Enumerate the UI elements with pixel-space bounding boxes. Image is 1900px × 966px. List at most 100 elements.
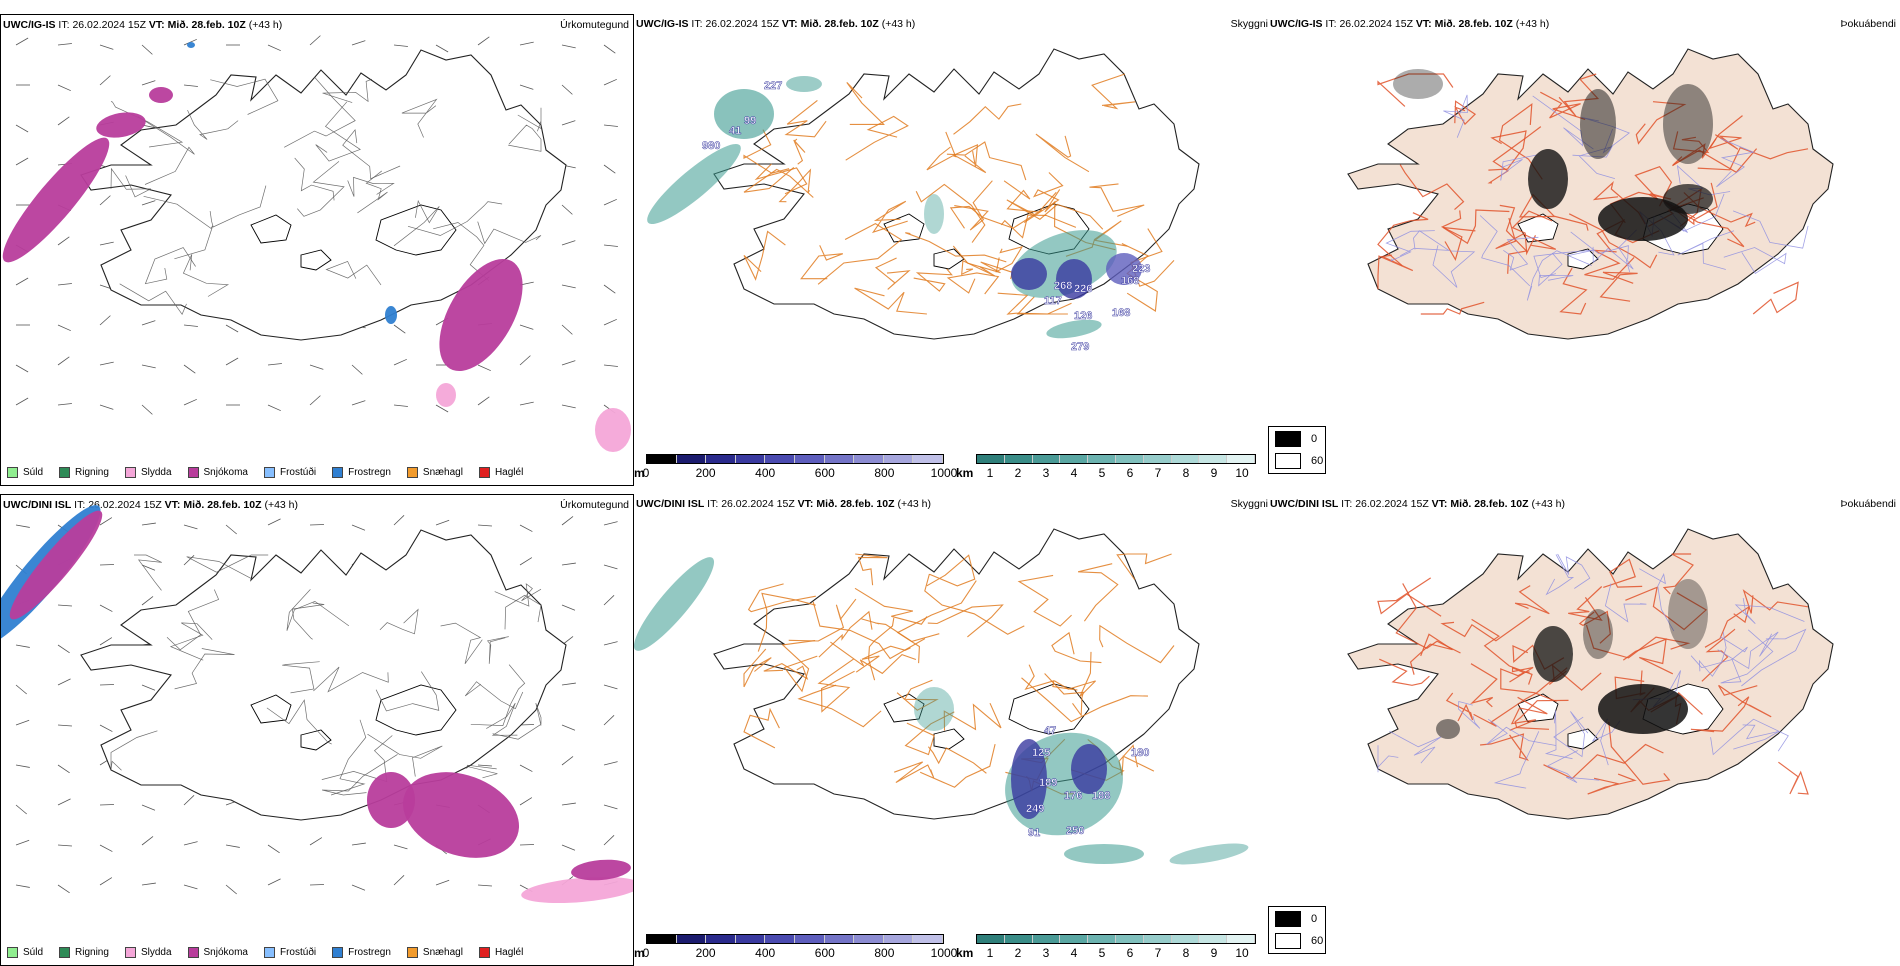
precip-area [595,408,631,452]
wind-barb [184,885,197,889]
colorbar-cell [1005,455,1033,463]
colorbar-tick: 1000 [931,466,958,480]
precip-area [634,549,723,659]
precip-area [385,306,397,324]
wind-barb [58,679,71,685]
colorbar-tick: 800 [874,946,894,960]
wind-barb [16,720,29,725]
colorbar-tick: 0 [643,466,650,480]
precip-legend-label: Haglél [495,947,523,958]
colorbar-cell [706,935,736,943]
precip-legend-item: Snjókoma [188,947,248,958]
precip-area [187,42,195,48]
wind-barb [604,805,617,809]
wind-barb [562,756,573,765]
wind-barb [58,885,70,893]
precip-legend-item: Slydda [125,467,172,478]
precip-swatch [59,467,70,478]
wind-barb [520,525,532,532]
colorbar-tick: 6 [1127,946,1134,960]
wind-barb [562,285,576,288]
wind-barb [520,325,533,329]
colorbar-cell [1227,935,1255,943]
precip-legend-item: Súld [7,947,43,958]
colorbar-tick: 4 [1071,466,1078,480]
fog-swatch [1275,911,1301,927]
colorbar-tick: 1 [987,466,994,480]
wind-barb [436,880,449,885]
wind-barb [100,45,113,49]
fog-area [1663,84,1713,164]
colorbar-cell [977,935,1005,943]
wind-barb [58,845,72,846]
fog-area [1663,184,1713,214]
wind-barb [142,405,152,414]
precip-legend-item: Snæhagl [407,947,463,958]
precip-legend-label: Slydda [141,467,172,478]
wind-barb [562,845,575,850]
precip-swatch [7,947,18,958]
precip-legend-label: Frostregn [348,947,391,958]
wind-barb [184,795,194,805]
colorbar-tick: 10 [1235,946,1248,960]
wind-barb [562,85,572,94]
colorbar-tick: 200 [696,466,716,480]
wind-barb [16,158,28,165]
precip-legend-item: Snjókoma [188,467,248,478]
wind-barb [16,525,30,527]
wind-barb [562,45,576,48]
wind-barb [562,563,576,565]
cloud-base-label: 279 [1071,341,1089,353]
colorbar-cell [795,455,825,463]
colorbar-cell [706,455,736,463]
colorbar-cell [1227,455,1255,463]
wind-barb [310,396,320,405]
wind-barb [16,805,27,814]
wind-barb [58,799,71,805]
precip-legend-label: Frostregn [348,467,391,478]
wind-barb [100,242,114,245]
wind-barb [142,201,155,205]
colorbar-tick: 3 [1043,466,1050,480]
colorbar-tick: 9 [1211,946,1218,960]
wind-barb [562,241,575,245]
fog-area [1580,89,1616,159]
wind-barb [562,683,576,685]
forecast-row: UWC/DINI ISL IT: 26.02.2024 15Z VT: Mið.… [0,494,1900,966]
wind-barb [604,835,614,845]
wind-barb [100,638,112,645]
wind-barb [184,325,198,326]
wind-barb [352,401,365,405]
precip-swatch [407,467,418,478]
fog-legend-item: 60 [1275,933,1323,949]
wind-barb [142,596,153,605]
wind-barb [562,205,572,214]
wind-barb [604,685,617,689]
wind-barb [562,605,575,610]
wind-barb [16,365,28,372]
road-line [1753,282,1798,314]
wind-barb [604,642,618,645]
wind-barb [562,325,572,334]
precip-legend-item: Slydda [125,947,172,958]
cloud-base-label: 180 [1131,747,1149,759]
precip-legend-item: Súld [7,467,43,478]
wind-barb [520,765,532,772]
wind-barb [184,365,195,373]
cloud-base-label: 41 [729,125,741,137]
precip-legend-label: Súld [23,947,43,958]
wind-barb [16,685,27,694]
wind-barb [100,405,113,409]
colorbar-tick: 1 [987,946,994,960]
colorbar-tick: 1000 [931,946,958,960]
wind-barb [268,45,281,51]
wind-barb [520,42,534,45]
colorbar-cell [884,935,914,943]
fog-swatch [1275,933,1301,949]
visibility-panel: UWC/IG-IS IT: 26.02.2024 15Z VT: Mið. 28… [634,14,1268,486]
wind-barb [100,518,112,525]
precip-swatch [125,467,136,478]
fog-area [1393,69,1443,99]
